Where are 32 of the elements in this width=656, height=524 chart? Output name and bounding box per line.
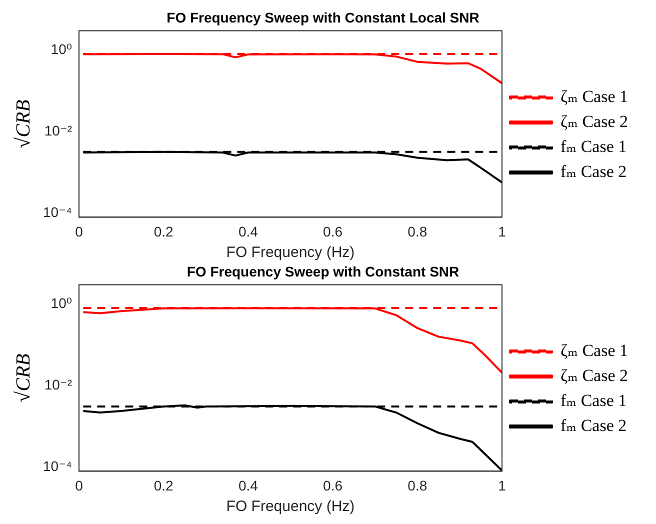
x-axis-title: FO Frequency (Hz) [226, 244, 355, 262]
legend-label: ζₘ Case 1 [560, 86, 628, 106]
y-tick-label: 10⁻⁴ [42, 458, 72, 474]
legend-label: fₘ Case 1 [560, 136, 627, 156]
x-axis-title: FO Frequency (Hz) [226, 498, 355, 516]
x-tick-label: 1 [498, 223, 506, 240]
x-tick-label: 0.4 [238, 477, 258, 494]
y-tick-label: 10⁻² [44, 122, 72, 139]
chart-title: FO Frequency Sweep with Constant SNR [186, 263, 460, 280]
x-tick-label: 0.8 [408, 223, 428, 240]
y-axis-title: √CRB [12, 100, 34, 148]
x-tick-label: 0.6 [323, 477, 343, 494]
legend-label: ζₘ Case 2 [560, 112, 628, 131]
x-tick-label: 0.8 [408, 477, 428, 494]
legend-label: ζₘ Case 2 [560, 366, 628, 385]
x-tick-label: 0.6 [323, 223, 343, 240]
x-tick-label: 0 [75, 477, 84, 494]
x-tick-label: 0.2 [154, 477, 174, 494]
legend-label: fₘ Case 1 [560, 390, 627, 410]
legend-label: ζₘ Case 1 [560, 340, 628, 360]
chart-title: FO Frequency Sweep with Constant Local SNR [166, 9, 480, 26]
y-tick-label: 10⁰ [50, 295, 72, 312]
x-tick-label: 0 [75, 223, 84, 240]
y-tick-label: 10⁻⁴ [42, 204, 72, 220]
legend-label: fₘ Case 2 [560, 162, 627, 181]
y-axis-title: √CRB [12, 354, 34, 402]
x-tick-label: 0.2 [154, 223, 174, 240]
x-tick-label: 0.4 [238, 223, 258, 240]
y-tick-label: 10⁻² [44, 376, 72, 393]
legend-label: fₘ Case 2 [560, 416, 627, 435]
x-tick-label: 1 [498, 477, 506, 494]
y-tick-label: 10⁰ [50, 41, 72, 58]
